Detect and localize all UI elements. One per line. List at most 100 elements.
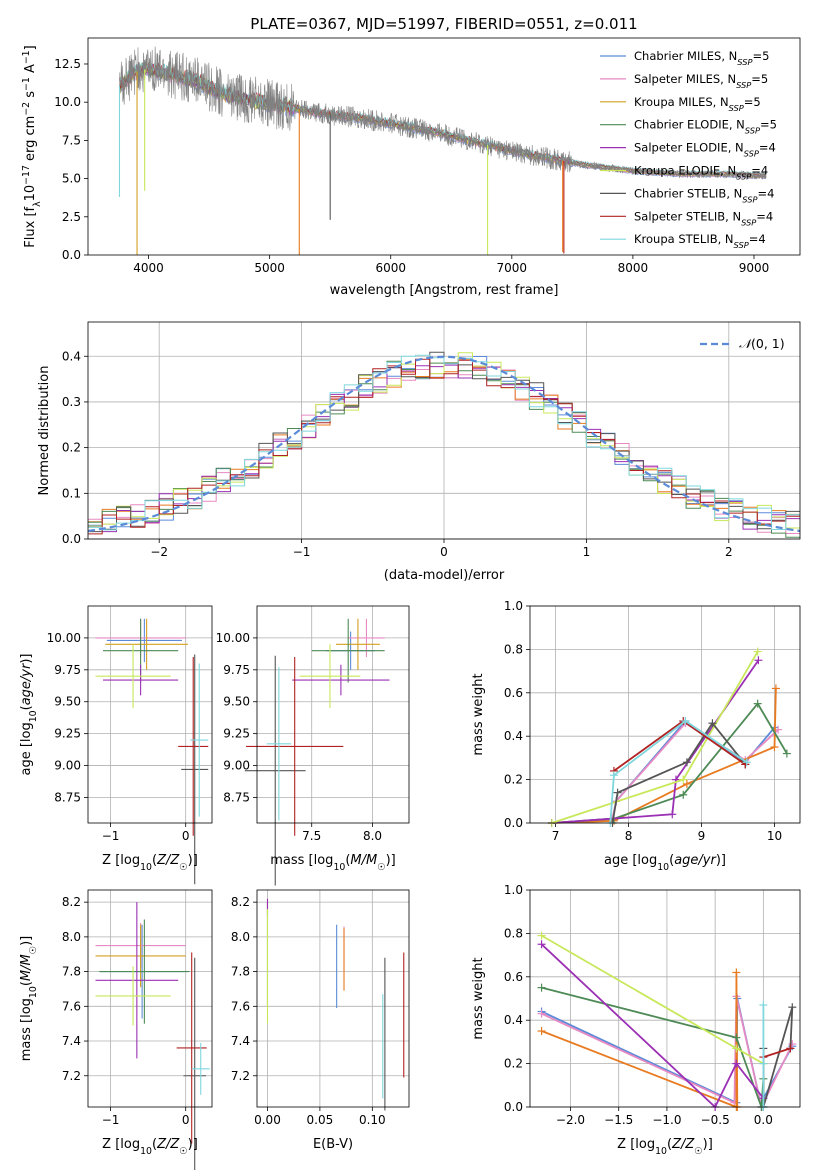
x-tick-label: 0.00	[254, 1113, 281, 1127]
y-tick-label: 10.0	[54, 95, 81, 109]
y-tick-label: 0.1	[62, 486, 81, 500]
axes-frame	[87, 321, 801, 540]
mass-weight-line	[551, 702, 788, 824]
x-tick-label: −1	[293, 545, 311, 559]
y-tick-label: 9.25	[54, 727, 81, 741]
y-axis-label: mass weight	[471, 957, 486, 1039]
x-tick-label: 7.5	[302, 829, 321, 843]
x-tick-label: 2	[725, 545, 733, 559]
mass-weight-line	[762, 1006, 794, 1108]
plot-area	[87, 351, 801, 538]
y-tick-label: 7.8	[231, 965, 250, 979]
x-axis-label: age [log10(age/yr)]	[604, 853, 726, 873]
mass-weight-line	[551, 722, 779, 824]
x-tick-label: 10	[767, 829, 782, 843]
panel-residuals: −2 −1 0 1 2 0.0 0.1 0.2 0.3 0.4 𝒩(0, 1) (data-model…	[37, 321, 801, 583]
x-axis-label: Z [log10(Z/Z☉)]	[617, 1137, 713, 1157]
legend-label: 𝒩(0, 1)	[739, 336, 785, 351]
axes-frame	[87, 37, 801, 256]
plot-area	[244, 618, 390, 886]
mass-weight-line	[763, 1047, 791, 1058]
y-tick-label: 9.75	[223, 663, 250, 677]
x-tick-label: 0	[182, 829, 190, 843]
y-tick-label: 7.5	[62, 133, 81, 147]
x-tick-label: 1	[583, 545, 591, 559]
axes-frame	[529, 605, 801, 824]
x-tick-label: −1	[102, 1113, 120, 1127]
y-tick-label: 0.2	[504, 1057, 523, 1071]
legend-label: Kroupa STELIB, NSSP=4	[634, 232, 766, 250]
legend-label: Salpeter STELIB, NSSP=4	[634, 209, 773, 227]
x-tick-label: −1	[102, 829, 120, 843]
y-axis-label: mass weight	[471, 673, 486, 755]
axes-frame	[87, 889, 213, 1108]
mass-weight-line	[540, 943, 765, 1109]
x-tick-label: 0	[182, 1113, 190, 1127]
plot-area	[266, 898, 405, 1111]
axes-frame	[256, 889, 410, 1108]
x-tick-label: 0.0	[754, 1113, 773, 1127]
plot-area	[95, 618, 209, 885]
residual-histogram	[88, 352, 800, 529]
y-tick-label: 8.75	[54, 790, 81, 804]
x-tick-label: 8	[625, 829, 633, 843]
panel-mass_weight_vs_Z: −2.0 −1.5 −1.0 −0.5 0.0 0.0 0.2 0.4 0.6 0.8 1.0 Z […	[471, 883, 801, 1157]
x-tick-label: 6000	[375, 261, 406, 275]
y-tick-label: 10.00	[216, 631, 250, 645]
panel-age_vs_Z: −1 0 8.75 9.00 9.25 9.50 9.75 10.00 Z [log10(Z/Z…	[19, 605, 213, 885]
y-tick-label: 0.3	[62, 395, 81, 409]
panel-mass_vs_Z: −1 0 7.2 7.4 7.6 7.8 8.0 8.2 Z [log10(Z/Z☉)] mass…	[19, 889, 213, 1170]
legend-label: Salpeter ELODIE, NSSP=4	[634, 141, 776, 159]
x-axis-label: mass [log10(M/M☉)]	[270, 853, 396, 873]
y-tick-label: 8.2	[62, 895, 81, 909]
legend-label: Kroupa MILES, NSSP=5	[634, 95, 761, 113]
y-axis-label: Normed distribution	[37, 366, 52, 496]
y-tick-label: 0.6	[504, 686, 523, 700]
gaussian-curve	[87, 355, 801, 533]
y-tick-label: 0.2	[62, 441, 81, 455]
x-tick-label: 8000	[618, 261, 649, 275]
x-tick-label: −1.5	[604, 1113, 633, 1127]
plot-area	[95, 902, 210, 1170]
x-tick-label: 4000	[133, 261, 164, 275]
x-axis-label: wavelength [Angstrom, rest frame]	[330, 283, 559, 298]
y-tick-label: 0.4	[62, 349, 81, 363]
plot-area	[547, 647, 791, 827]
y-tick-label: 1.0	[504, 599, 523, 613]
y-axis-label: Flux [fλ10−17 erg cm−2 s−1 A−1]	[21, 45, 43, 247]
observed-spectrum	[119, 46, 767, 180]
y-tick-label: 0.8	[504, 926, 523, 940]
y-tick-label: 5.0	[62, 172, 81, 186]
y-tick-label: 10.00	[47, 631, 81, 645]
y-tick-label: 8.2	[231, 895, 250, 909]
x-axis-label: (data-model)/error	[384, 568, 505, 583]
y-tick-label: 0.0	[62, 532, 81, 546]
axes-frame	[256, 605, 410, 824]
y-tick-label: 9.50	[223, 695, 250, 709]
x-tick-label: −2.0	[556, 1113, 585, 1127]
x-axis-label: Z [log10(Z/Z☉)]	[102, 853, 198, 873]
panel-age_vs_mass: 7.5 8.0 8.75 9.00 9.25 9.50 9.75 10.00 mass [log…	[216, 605, 410, 886]
figure-title: PLATE=0367, MJD=51997, FIBERID=0551, z=0…	[250, 15, 637, 33]
x-tick-label: 7000	[497, 261, 528, 275]
legend-label: Salpeter MILES, NSSP=5	[634, 72, 768, 90]
y-tick-label: 7.6	[231, 999, 250, 1013]
x-tick-label: −2	[150, 545, 168, 559]
x-axis-label: Z [log10(Z/Z☉)]	[102, 1137, 198, 1157]
y-tick-label: 0.0	[62, 248, 81, 262]
mass-weight-line	[551, 688, 777, 824]
y-tick-label: 2.5	[62, 210, 81, 224]
y-axis-label: mass [log10(M/M☉)]	[19, 936, 39, 1062]
mass-weight-line	[551, 651, 759, 824]
x-tick-label: 9000	[739, 261, 770, 275]
legend-label: Kroupa ELODIE, NSSP=4	[634, 164, 768, 182]
x-tick-label: 5000	[254, 261, 285, 275]
y-tick-label: 7.6	[62, 999, 81, 1013]
y-tick-label: 9.00	[223, 759, 250, 773]
y-tick-label: 9.75	[54, 663, 81, 677]
x-tick-label: 9	[698, 829, 706, 843]
y-tick-label: 7.4	[62, 1034, 81, 1048]
x-tick-label: 0.10	[359, 1113, 386, 1127]
y-axis-label: age [log10(age/yr)]	[19, 653, 39, 775]
